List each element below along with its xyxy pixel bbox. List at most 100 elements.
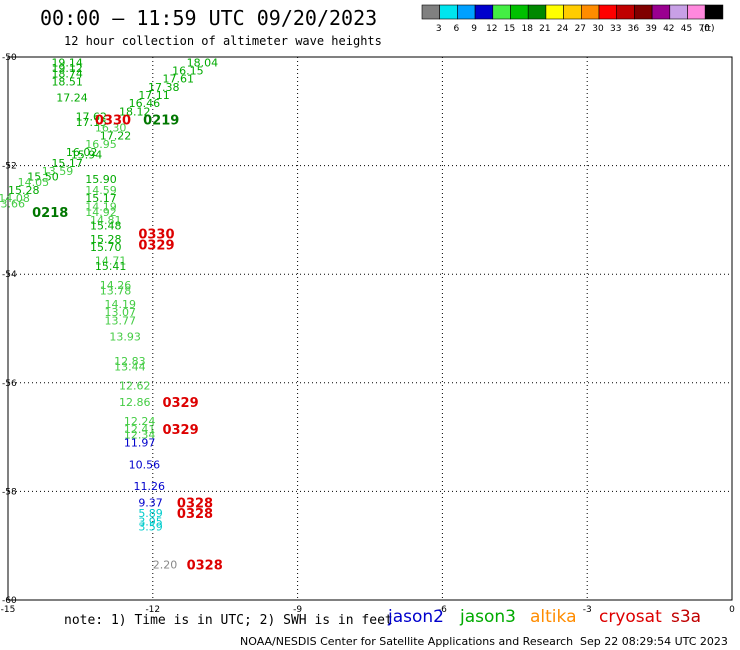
wave-height-value: 17.22 bbox=[100, 130, 132, 143]
wave-height-value: 2.20 bbox=[153, 559, 178, 572]
wave-height-value: 15.94 bbox=[71, 149, 103, 162]
wave-height-value: 3.95 bbox=[138, 515, 163, 528]
wave-height-value: 13.78 bbox=[100, 284, 132, 297]
wave-height-value: 10.56 bbox=[129, 458, 161, 471]
wave-height-value: 17.24 bbox=[56, 92, 87, 105]
satellite-label-cryosat: cryosat bbox=[599, 607, 662, 627]
wave-height-value: 14.71 bbox=[95, 255, 127, 268]
wave-height-value: 15.28 bbox=[90, 233, 122, 246]
wave-height-value: 16.95 bbox=[85, 138, 117, 151]
page-title: 00:00 – 11:59 UTC 09/20/2023 bbox=[40, 6, 378, 30]
wave-height-value: 14.19 bbox=[85, 200, 117, 213]
wave-height-value: 13.44 bbox=[114, 361, 146, 374]
legend-label: 12 bbox=[486, 24, 497, 34]
lat-tick-label: -52 bbox=[2, 162, 17, 172]
lon-tick-label: -6 bbox=[438, 605, 447, 615]
credit-line: NOAA/NESDIS Center for Satellite Applica… bbox=[240, 635, 574, 648]
pass-time-label: 0329 bbox=[162, 423, 198, 438]
wave-height-value: 14.26 bbox=[100, 279, 132, 292]
wave-height-value: 13.07 bbox=[105, 306, 136, 319]
legend-label: 6 bbox=[454, 24, 460, 34]
legend-label: 42 bbox=[663, 24, 674, 34]
legend-label: 45 bbox=[681, 24, 692, 34]
wave-height-value: 17.11 bbox=[138, 89, 170, 102]
wave-height-value: 17.62 bbox=[76, 111, 108, 124]
wave-height-value: 12.83 bbox=[114, 355, 146, 368]
pass-time-label: 0328 bbox=[177, 496, 213, 511]
legend-label: 24 bbox=[557, 24, 569, 34]
wave-height-value: 5.89 bbox=[138, 507, 163, 520]
legend-label: 18 bbox=[521, 24, 533, 34]
wave-height-value: 9.37 bbox=[138, 496, 163, 509]
satellite-label-altika: altika bbox=[530, 607, 577, 627]
legend-label: 21 bbox=[539, 24, 550, 34]
pass-time-label: 0328 bbox=[177, 507, 213, 522]
legend-label: 36 bbox=[628, 24, 640, 34]
map-frame bbox=[7, 56, 733, 601]
wave-height-value: 17.61 bbox=[162, 73, 194, 86]
satellite-label-jason2: jason2 bbox=[388, 607, 444, 627]
wave-height-value: 16.46 bbox=[129, 97, 161, 110]
lat-tick-label: -58 bbox=[2, 487, 17, 497]
wave-height-value: 15.41 bbox=[95, 260, 127, 273]
wave-height-value: 17.15 bbox=[76, 116, 108, 129]
legend-label: 3 bbox=[436, 24, 442, 34]
pass-time-label: 0329 bbox=[162, 396, 198, 411]
wave-height-value: 3.59 bbox=[138, 521, 163, 534]
wave-height-value: 12.86 bbox=[119, 396, 151, 409]
wave-height-value: 16.15 bbox=[172, 65, 204, 78]
wave-height-value: 12.34 bbox=[124, 428, 156, 441]
lat-tick-label: -54 bbox=[2, 270, 17, 280]
wave-height-value: 16.02 bbox=[66, 146, 98, 159]
lat-tick-label: -50 bbox=[2, 53, 17, 63]
wave-height-value: 14.92 bbox=[85, 206, 117, 219]
legend-label: 33 bbox=[610, 24, 621, 34]
wave-height-value: 15.48 bbox=[90, 219, 122, 232]
legend-label: 30 bbox=[592, 24, 604, 34]
wave-height-value: 11.97 bbox=[124, 437, 156, 450]
wave-height-value: 18.51 bbox=[51, 75, 83, 88]
wave-height-value: 14.19 bbox=[105, 298, 136, 311]
wave-height-value: 13.66 bbox=[0, 198, 25, 211]
wave-height-value: 15.28 bbox=[8, 184, 40, 197]
wave-height-value: 17.38 bbox=[148, 81, 180, 94]
legend-label: 15 bbox=[504, 24, 515, 34]
wave-height-value: 13.59 bbox=[42, 165, 74, 178]
legend-label: 70 bbox=[698, 24, 710, 34]
color-scale-legend: 3 6 9 12 15 18 21 24 27 30 33 36 39 42 45 70(ft) bbox=[421, 4, 724, 34]
wave-height-value: 18.04 bbox=[187, 56, 219, 69]
lon-tick-label: -12 bbox=[145, 605, 160, 615]
wave-height-value: 15.17 bbox=[51, 157, 83, 170]
wave-height-value: 13.93 bbox=[109, 331, 141, 344]
wave-height-value: 19.12 bbox=[51, 62, 83, 75]
lat-tick-label: -60 bbox=[2, 596, 17, 606]
wave-height-value: 15.17 bbox=[85, 192, 117, 205]
wave-height-value: 19.14 bbox=[51, 56, 83, 69]
lon-tick-label: -15 bbox=[1, 605, 16, 615]
wave-height-value: 11.26 bbox=[133, 480, 165, 493]
lon-tick-label: -3 bbox=[583, 605, 592, 615]
pass-time-label: 0219 bbox=[143, 113, 179, 128]
legend-label: 27 bbox=[575, 24, 586, 34]
wave-height-value: 15.90 bbox=[85, 173, 117, 186]
pass-time-label: 0328 bbox=[187, 559, 223, 574]
generated-timestamp: Sep 22 08:29:54 UTC 2023 bbox=[580, 635, 728, 648]
pass-time-label: 0329 bbox=[138, 238, 174, 253]
wave-height-value: 14.59 bbox=[85, 184, 117, 197]
units-note: note: 1) Time is in UTC; 2) SWH is in fe… bbox=[64, 613, 393, 628]
wave-height-value: 18.12 bbox=[119, 105, 151, 118]
satellite-label-jason3: jason3 bbox=[460, 607, 516, 627]
wave-height-value: 16.30 bbox=[95, 122, 127, 135]
wave-height-value: 12.62 bbox=[119, 380, 151, 393]
wave-height-value: 14.08 bbox=[0, 192, 30, 205]
wave-height-value: 12.41 bbox=[124, 423, 156, 436]
satellite-label-s3a: s3a bbox=[671, 607, 702, 627]
legend-unit: (ft) bbox=[701, 24, 715, 34]
wave-height-value: 12.24 bbox=[124, 415, 156, 428]
wave-height-value: 14.05 bbox=[18, 176, 50, 189]
pass-time-label: 0330 bbox=[95, 113, 131, 128]
legend-label: 9 bbox=[471, 24, 477, 34]
pass-time-label: 0330 bbox=[138, 227, 174, 242]
wave-height-value: 13.77 bbox=[105, 314, 136, 327]
